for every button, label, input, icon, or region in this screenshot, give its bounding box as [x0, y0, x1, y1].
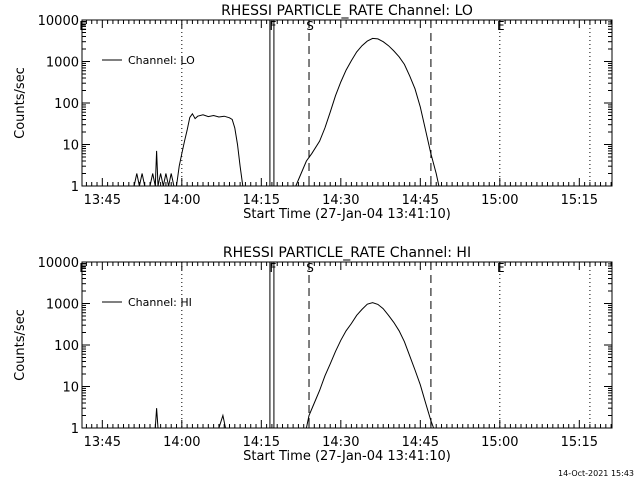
marker-label: E	[79, 19, 87, 33]
x-tick-label: 13:45	[84, 193, 121, 208]
x-axis-label: Start Time (27-Jan-04 13:41:10)	[243, 449, 451, 464]
y-tick-label: 1000	[46, 298, 79, 313]
x-tick-label: 15:15	[561, 193, 598, 208]
y-tick-label: 100	[54, 339, 79, 354]
marker-label: F	[269, 261, 276, 275]
x-tick-label: 15:15	[561, 435, 598, 450]
chart-panel-hi: RHESSI PARTICLE_RATE Channel: HI 1 10 100 10…	[13, 245, 613, 464]
x-tick-label: 15:00	[481, 435, 518, 450]
chart-title: RHESSI PARTICLE_RATE Channel: LO	[221, 3, 473, 19]
marker-label: F	[269, 19, 276, 33]
y-axis-label: Counts/sec	[13, 67, 28, 139]
x-tick-label: 14:30	[322, 193, 359, 208]
plot-frame	[81, 261, 613, 429]
x-tick-label: 14:30	[322, 435, 359, 450]
x-axis-label: Start Time (27-Jan-04 13:41:10)	[243, 207, 451, 222]
y-tick-label: 1	[71, 180, 79, 195]
marker-label: S	[306, 261, 314, 275]
plot-frame	[81, 19, 613, 187]
footer-timestamp: 14-Oct-2021 15:43	[558, 469, 634, 478]
x-tick-label: 14:45	[402, 193, 439, 208]
y-tick-label: 10	[62, 139, 79, 154]
data-series-line	[133, 37, 440, 187]
y-tick-label: 10	[62, 381, 79, 396]
marker-label: E	[497, 261, 505, 275]
y-tick-label: 1	[71, 422, 79, 437]
y-tick-label: 1000	[46, 56, 79, 71]
legend-label: Channel: HI	[128, 296, 192, 309]
x-tick-label: 14:00	[163, 193, 200, 208]
y-tick-label: 10000	[38, 256, 79, 271]
x-tick-label: 14:15	[243, 193, 280, 208]
y-tick-label: 100	[54, 97, 79, 112]
data-series-line	[134, 302, 435, 429]
marker-label: E	[497, 19, 505, 33]
legend-label: Channel: LO	[128, 54, 195, 67]
chart-panel-lo: RHESSI PARTICLE_RATE Channel: LO 1 10 100 10…	[13, 3, 613, 222]
x-tick-label: 15:00	[481, 193, 518, 208]
chart-title: RHESSI PARTICLE_RATE Channel: HI	[223, 245, 471, 261]
y-axis-label: Counts/sec	[13, 309, 28, 381]
x-tick-label: 14:45	[402, 435, 439, 450]
marker-label: S	[306, 19, 314, 33]
x-tick-label: 14:15	[243, 435, 280, 450]
x-tick-label: 14:00	[163, 435, 200, 450]
y-tick-label: 10000	[38, 14, 79, 29]
x-tick-label: 13:45	[84, 435, 121, 450]
marker-label: E	[79, 261, 87, 275]
